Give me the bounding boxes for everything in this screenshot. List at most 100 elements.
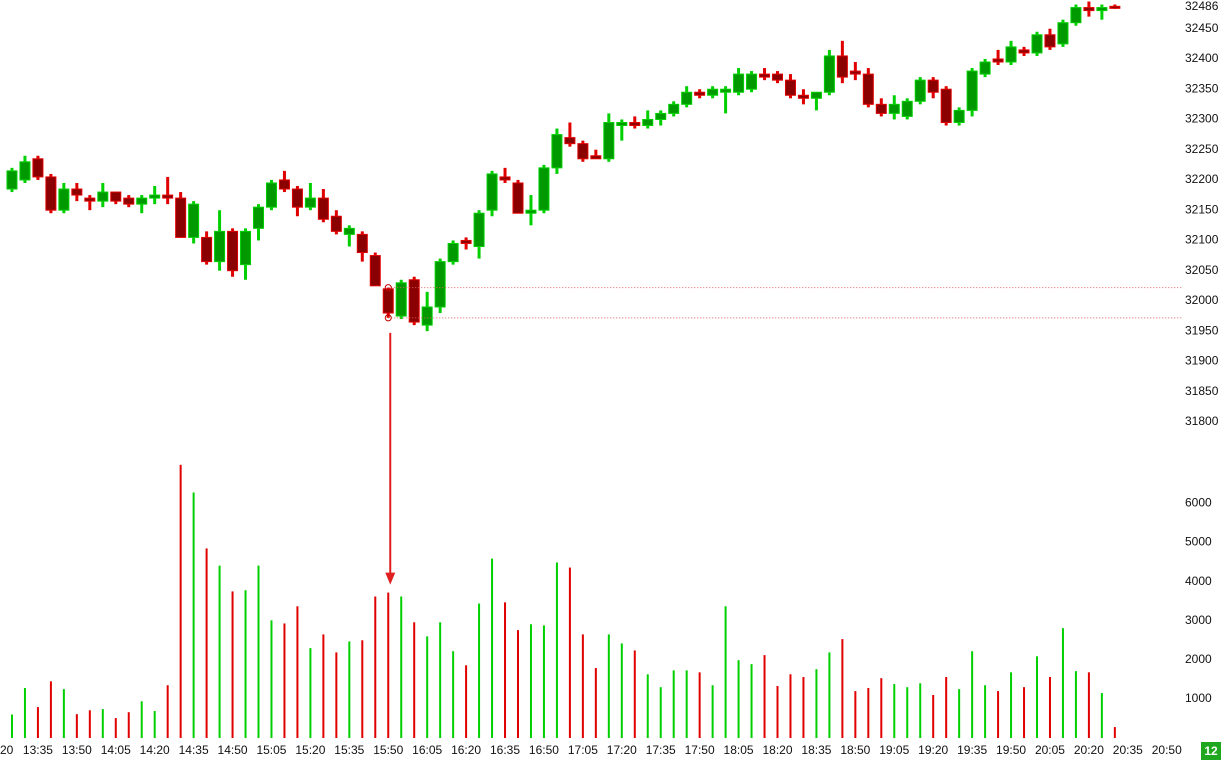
candle-body xyxy=(84,197,96,202)
candle-body xyxy=(227,230,239,272)
candle-wick xyxy=(594,149,598,159)
volume-bar xyxy=(1113,727,1116,738)
volume-bar xyxy=(932,695,935,738)
volume-bar xyxy=(36,707,39,738)
price-tick-label: 31950 xyxy=(1185,323,1219,337)
volume-bar xyxy=(581,634,584,738)
candle-body xyxy=(162,194,174,199)
volume-bar xyxy=(257,565,260,738)
candle-body xyxy=(551,134,563,169)
volume-bar xyxy=(465,665,468,738)
price-tick-label: 31900 xyxy=(1185,354,1219,368)
volume-bar xyxy=(322,634,325,738)
x-tick-label: 15:20 xyxy=(295,743,325,757)
candle-wick xyxy=(1100,4,1104,20)
x-tick-label: 20 xyxy=(0,743,14,757)
candle-body xyxy=(772,73,783,81)
last-price-label: 32486 xyxy=(1185,0,1219,13)
volume-bar xyxy=(607,634,610,738)
volume-bar xyxy=(62,689,65,738)
candle-body xyxy=(862,73,874,105)
volume-bar xyxy=(672,670,675,738)
candle-wick xyxy=(620,119,624,141)
x-tick-label: 16:20 xyxy=(451,743,481,757)
x-tick-label: 14:05 xyxy=(101,743,131,757)
candle-body xyxy=(330,215,342,232)
badge-box xyxy=(1201,742,1221,760)
volume-bar xyxy=(711,685,714,738)
candle-body xyxy=(733,73,745,93)
candle-body xyxy=(149,194,161,199)
volume-bar xyxy=(348,641,351,738)
candle-body xyxy=(356,233,368,254)
x-tick-label: 16:50 xyxy=(529,743,559,757)
x-tick-label: 13:35 xyxy=(23,743,53,757)
candle-body xyxy=(253,206,264,229)
candle-body xyxy=(836,55,848,78)
candle-body xyxy=(642,118,654,127)
price-tick-label: 32000 xyxy=(1185,293,1219,307)
candle-body xyxy=(720,88,732,93)
volume-bar xyxy=(88,710,91,738)
candle-body xyxy=(577,143,589,160)
candle-body xyxy=(110,191,122,202)
volume-bar xyxy=(698,672,701,738)
volume-bar xyxy=(166,685,169,738)
price-tick-label: 31850 xyxy=(1185,384,1219,398)
volume-bar xyxy=(309,648,312,738)
candle-body xyxy=(201,236,213,263)
volume-bar xyxy=(205,548,208,738)
volume-bar xyxy=(789,674,792,738)
volume-bar xyxy=(244,590,247,738)
candle-body xyxy=(1005,46,1017,63)
candle-body xyxy=(888,103,900,114)
volume-bar xyxy=(140,701,143,738)
x-tick-label: 14:35 xyxy=(179,743,209,757)
volume-bar xyxy=(893,684,896,738)
volume-bar xyxy=(867,687,870,738)
volume-bar xyxy=(361,640,364,738)
candle-body xyxy=(486,173,498,211)
highlight-marker xyxy=(384,284,392,292)
candle-body xyxy=(369,255,381,287)
candle-body xyxy=(175,197,187,238)
volume-bar xyxy=(724,606,727,738)
volume-bar xyxy=(218,565,221,738)
candle-body xyxy=(1096,7,1108,12)
candle-body xyxy=(966,70,978,111)
volume-bar xyxy=(413,622,416,738)
candle-body xyxy=(979,61,991,75)
x-tick-label: 17:50 xyxy=(685,743,715,757)
x-tick-label: 17:05 xyxy=(568,743,598,757)
volume-bar xyxy=(10,714,13,738)
candle-body xyxy=(460,239,472,244)
candle-body xyxy=(1031,34,1043,54)
price-tick-label: 32200 xyxy=(1185,172,1219,186)
volume-bar xyxy=(802,677,805,738)
candle-body xyxy=(395,282,407,317)
candle-body xyxy=(304,197,316,208)
volume-bar xyxy=(270,620,273,738)
volume-bar xyxy=(737,660,740,738)
price-tick-label: 31800 xyxy=(1185,414,1219,428)
volume-bar xyxy=(127,712,130,738)
candle-body xyxy=(875,103,887,114)
candle-body xyxy=(382,288,394,314)
candle-body xyxy=(538,167,550,211)
volume-bar xyxy=(594,668,597,738)
volume-bar xyxy=(1074,671,1077,738)
candle-body xyxy=(1070,7,1082,24)
candle-body xyxy=(434,261,446,308)
candle-body xyxy=(914,79,926,102)
x-tick-label: 20:05 xyxy=(1035,743,1065,757)
price-tick-label: 32050 xyxy=(1185,263,1219,277)
volume-bar xyxy=(504,602,507,738)
candle-body xyxy=(499,176,511,181)
volume-bar xyxy=(529,624,532,738)
volume-tick-label: 6000 xyxy=(1185,496,1212,510)
volume-bar xyxy=(374,596,377,738)
volume-bar xyxy=(491,558,494,738)
volume-bar xyxy=(555,562,558,738)
candle-body xyxy=(901,100,913,117)
